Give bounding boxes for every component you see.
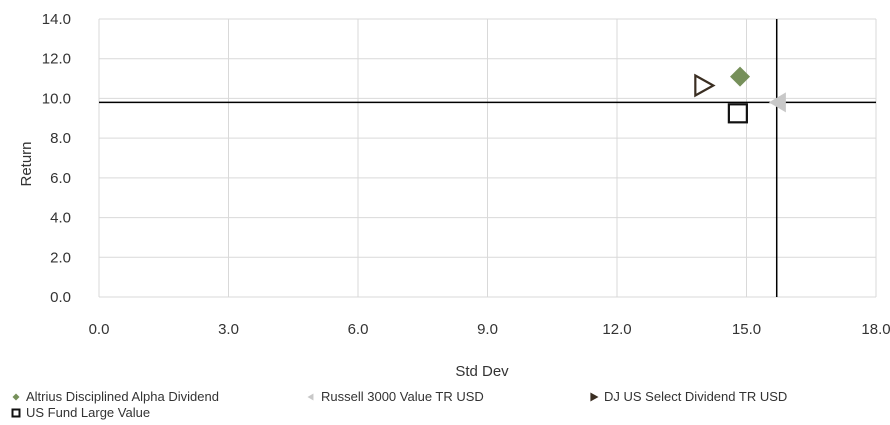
- legend-label: US Fund Large Value: [26, 405, 151, 420]
- data-point-russell-3000-value-tr-usd: [768, 92, 786, 113]
- y-tick-label: 10.0: [42, 90, 71, 107]
- y-tick-label: 12.0: [42, 51, 71, 68]
- data-point-us-fund-large-value: [727, 103, 748, 124]
- x-tick-label: 6.0: [348, 321, 369, 338]
- legend-marker-shape: [590, 392, 599, 401]
- legend-marker-shape: [307, 393, 314, 400]
- y-axis-ticks: 0.0 2.0 4.0 6.0 8.0 10.0 12.0 14.0: [42, 11, 71, 306]
- legend-label: DJ US Select Dividend TR USD: [604, 389, 788, 404]
- legend-marker-icon: [305, 391, 317, 403]
- legend-label: Altrius Disciplined Alpha Dividend: [26, 389, 219, 404]
- y-tick-label: 0.0: [50, 289, 71, 306]
- y-tick-label: 6.0: [50, 170, 71, 187]
- scatter-chart: 0.0 3.0 6.0 9.0 12.0 15.0 18.0 0.0 2.0 4.0 6.0 8.0…: [18, 11, 890, 380]
- y-tick-label: 14.0: [42, 11, 71, 28]
- grid-lines: [98, 18, 877, 298]
- legend-item: US Fund Large Value: [10, 405, 150, 420]
- legend-item: DJ US Select Dividend TR USD: [588, 389, 787, 404]
- legend-label: Russell 3000 Value TR USD: [321, 389, 484, 404]
- x-axis-label: Std Dev: [455, 363, 509, 380]
- x-axis-ticks: 0.0 3.0 6.0 9.0 12.0 15.0 18.0: [89, 321, 890, 338]
- reference-lines: [99, 19, 876, 297]
- y-axis-label: Return: [18, 141, 35, 186]
- legend-marker-icon: [10, 407, 22, 419]
- legend-marker-shape: [12, 393, 20, 400]
- legend-item: Altrius Disciplined Alpha Dividend: [10, 389, 219, 404]
- y-tick-label: 2.0: [50, 249, 71, 266]
- x-tick-label: 9.0: [477, 321, 498, 338]
- legend-marker-shape: [11, 408, 21, 417]
- x-tick-label: 18.0: [861, 321, 890, 338]
- data-points: [694, 66, 786, 124]
- data-point-altrius-disciplined-alpha-dividend: [730, 66, 751, 87]
- x-tick-label: 0.0: [89, 321, 110, 338]
- legend-marker-icon: [10, 391, 22, 403]
- legend-marker-icon: [588, 391, 600, 403]
- x-tick-label: 12.0: [602, 321, 631, 338]
- y-tick-label: 8.0: [50, 130, 71, 147]
- x-tick-label: 15.0: [732, 321, 761, 338]
- x-tick-label: 3.0: [218, 321, 239, 338]
- data-point-dj-us-select-dividend-tr-usd: [694, 73, 716, 98]
- y-tick-label: 4.0: [50, 210, 71, 227]
- legend-item: Russell 3000 Value TR USD: [305, 389, 484, 404]
